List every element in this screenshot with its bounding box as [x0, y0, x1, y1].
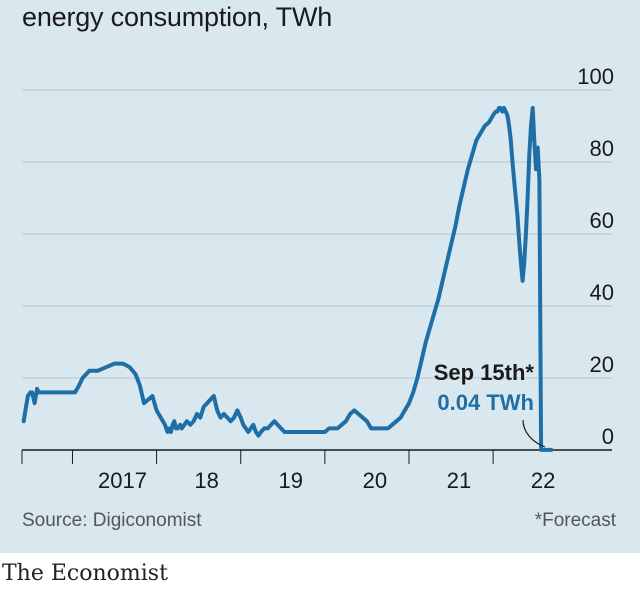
x-tick-label: 18: [194, 468, 218, 493]
y-tick-label: 100: [577, 64, 614, 89]
annotation-layer: Sep 15th* 0.04 TWh: [434, 360, 546, 448]
chart-title: energy consumption, TWh: [22, 2, 333, 32]
y-tick-label: 60: [590, 208, 614, 233]
y-axis-ticks: 0 20 40 60 80 100: [577, 64, 614, 449]
annotation-value-label: 0.04 TWh: [437, 390, 534, 415]
chart-canvas: 0 20 40 60 80 100 2017 18 19 20 21 22 Sep 15th* 0.…: [21, 64, 614, 493]
y-tick-label: 40: [590, 280, 614, 305]
series-line-layer: [21, 106, 554, 452]
source-note: Source: Digiconomist: [22, 510, 202, 531]
y-tick-label: 0: [602, 424, 614, 449]
x-tick-label: 21: [447, 468, 471, 493]
x-axis-ticks: 2017 18 19 20 21 22: [21, 450, 555, 493]
x-tick-label: 20: [363, 468, 387, 493]
y-tick-label: 20: [590, 352, 614, 377]
footnote-note: *Forecast: [534, 510, 616, 531]
annotation-date-label: Sep 15th*: [434, 360, 535, 385]
x-tick-label: 19: [278, 468, 302, 493]
y-tick-label: 80: [590, 136, 614, 161]
x-tick-label: 2017: [98, 468, 147, 493]
series-line: [21, 106, 554, 452]
annotation-pointer: [522, 419, 546, 448]
x-tick-label: 22: [531, 468, 555, 493]
grid-lines: [22, 89, 612, 451]
publisher-brand: The Economist: [2, 561, 168, 586]
chart-panel: [0, 0, 640, 553]
